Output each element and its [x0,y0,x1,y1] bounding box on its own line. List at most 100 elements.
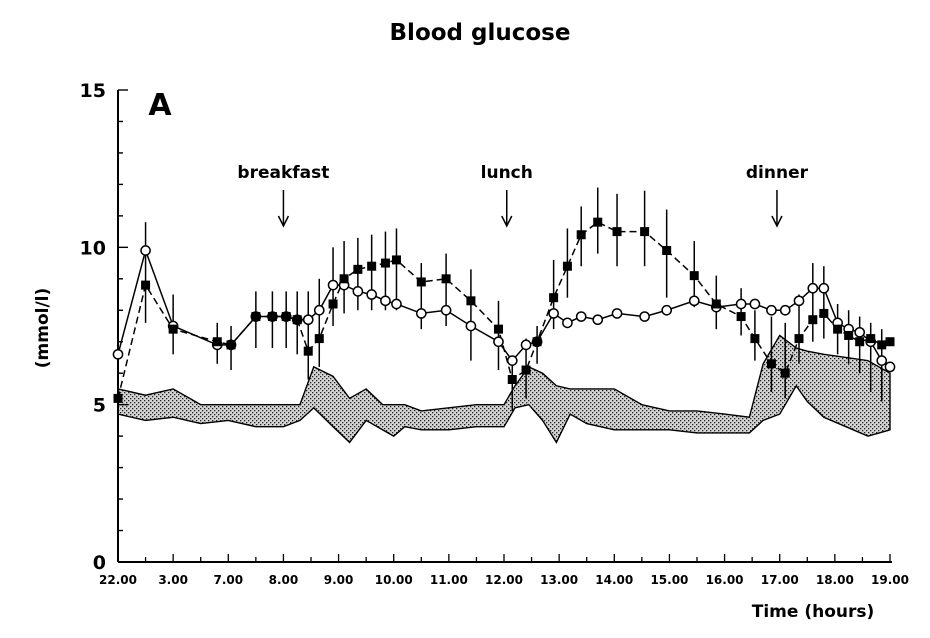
square-point [314,334,324,344]
circle-point [807,282,819,294]
y-tick-label: 15 [80,80,106,102]
x-tick-label: 13.00 [540,573,578,587]
plot-area: 0 5 10 15 22.00 3.00 7.00 8.00 9.00 10.00 11.00 12.… [80,80,909,587]
circle-point [506,355,518,366]
square-point [689,271,699,281]
square-point [328,299,338,309]
square-point [833,324,843,334]
meal-label-breakfast: breakfast [237,163,329,183]
circle-point [140,245,151,256]
x-tick-label: 16.00 [706,573,744,587]
circle-point [391,298,402,310]
x-tick-label: 19.00 [871,573,909,587]
meal-label-lunch: lunch [481,163,533,183]
circle-point [749,298,761,310]
square-point [493,324,503,334]
square-point [391,255,401,265]
square-point [549,293,559,303]
square-point [507,374,517,384]
circle-point [592,314,604,326]
series-line-circles [117,247,891,368]
square-point [736,312,746,322]
circle-point [562,317,573,329]
square-point [640,227,650,237]
square-point [885,337,895,347]
square-point [593,217,603,227]
square-point [380,258,390,268]
square-point [662,245,672,255]
circle-point [793,295,805,307]
circle-point [661,304,673,316]
circle-point [493,336,504,348]
square-point [281,312,291,322]
circle-point [854,326,866,338]
circle-point [366,289,378,300]
square-point [844,330,854,340]
x-axis-label: Time (hours) [752,602,875,622]
circle-point [112,348,124,360]
square-point [303,346,313,356]
x-tick-label: 14.00 [595,573,633,587]
square-point [251,312,261,322]
circle-point [611,308,623,319]
x-tick-label: 22.00 [99,573,137,587]
square-point [141,280,151,290]
x-tick-label: 11.00 [430,573,468,587]
square-point [292,315,302,325]
x-tick-label: 9.00 [324,573,354,587]
x-tick-label: 15.00 [650,573,688,587]
square-point [819,308,829,318]
y-tick-label: 5 [93,395,106,417]
circle-point [520,339,532,351]
circle-point [639,311,650,322]
panel-label: A [148,88,172,123]
x-tick-label: 17.00 [761,573,799,587]
square-point [212,337,222,347]
y-axis-label: (mmol/l) [33,288,53,369]
x-tick-label: 18.00 [816,573,854,587]
square-point [562,261,572,271]
square-point [794,334,804,344]
circle-point [766,304,777,316]
square-point [441,274,451,284]
circle-point [548,308,559,319]
square-point [855,337,865,347]
circle-point [818,282,830,294]
square-point [576,230,586,240]
square-point [367,261,377,271]
circle-point [327,279,339,291]
circle-point [440,304,452,316]
circle-point [380,295,391,307]
square-point [612,227,622,237]
x-tick-label: 10.00 [375,573,413,587]
square-point [168,324,178,334]
meal-arrow-head [277,215,290,228]
x-tick-label: 8.00 [269,573,299,587]
circle-point [735,298,747,310]
circle-point [415,308,427,319]
square-point [267,312,277,322]
square-point [866,334,876,344]
x-tick-label: 7.00 [213,573,243,587]
square-point [226,340,236,350]
square-point [766,359,776,369]
square-point [353,264,363,274]
circle-point [465,320,477,332]
square-point [113,393,123,403]
square-point [877,340,887,350]
square-point [339,274,349,284]
y-tick-label: 10 [80,237,106,259]
circle-point [575,311,587,322]
circle-point [884,361,896,373]
circle-point [352,286,364,297]
circle-point [876,355,888,366]
meal-arrow-head [771,215,783,228]
meal-arrow-head [501,215,513,228]
square-point [711,299,721,309]
square-point [808,315,818,325]
meal-label-dinner: dinner [746,163,809,183]
circle-point [779,304,791,316]
square-point [750,334,760,344]
circle-point [302,314,314,326]
chart-title: Blood glucose [390,20,571,46]
